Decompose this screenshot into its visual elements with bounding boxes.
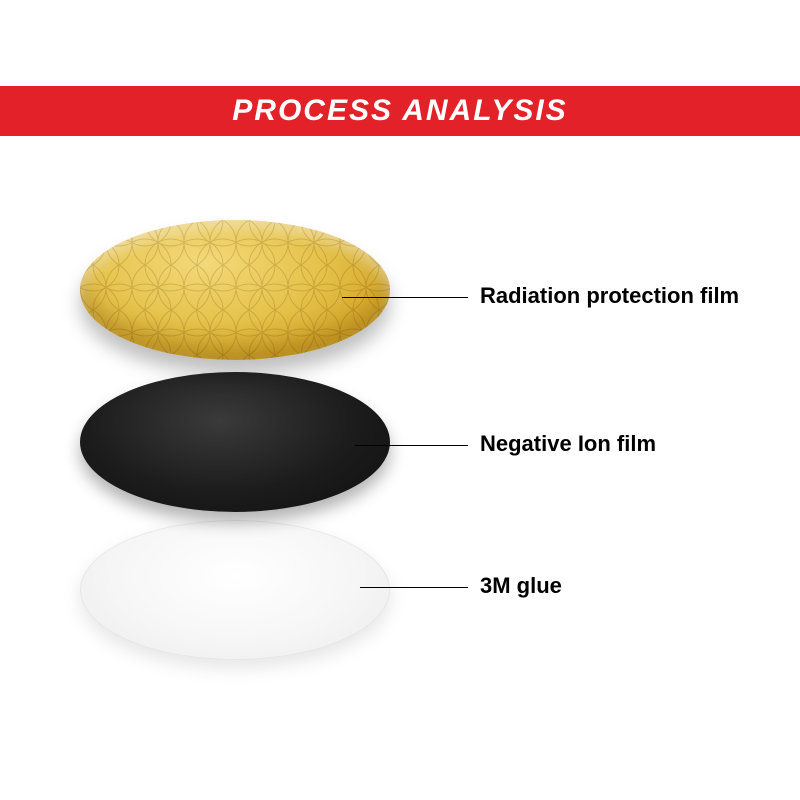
layer-label: Negative Ion film bbox=[480, 431, 656, 457]
layer-disc-top bbox=[80, 220, 390, 360]
leader-line bbox=[360, 587, 468, 588]
layer-disc-middle bbox=[80, 372, 390, 512]
layer-disc-bottom bbox=[80, 520, 390, 660]
layer-label: 3M glue bbox=[480, 573, 562, 599]
layer-label: Radiation protection film bbox=[480, 283, 739, 309]
title-text: PROCESS ANALYSIS bbox=[232, 94, 567, 128]
leader-line bbox=[342, 297, 468, 298]
title-banner: PROCESS ANALYSIS bbox=[0, 86, 800, 136]
flower-pattern-icon bbox=[80, 220, 390, 360]
diagram-stage: PROCESS ANALYSIS bbox=[0, 0, 800, 800]
leader-line bbox=[355, 445, 468, 446]
